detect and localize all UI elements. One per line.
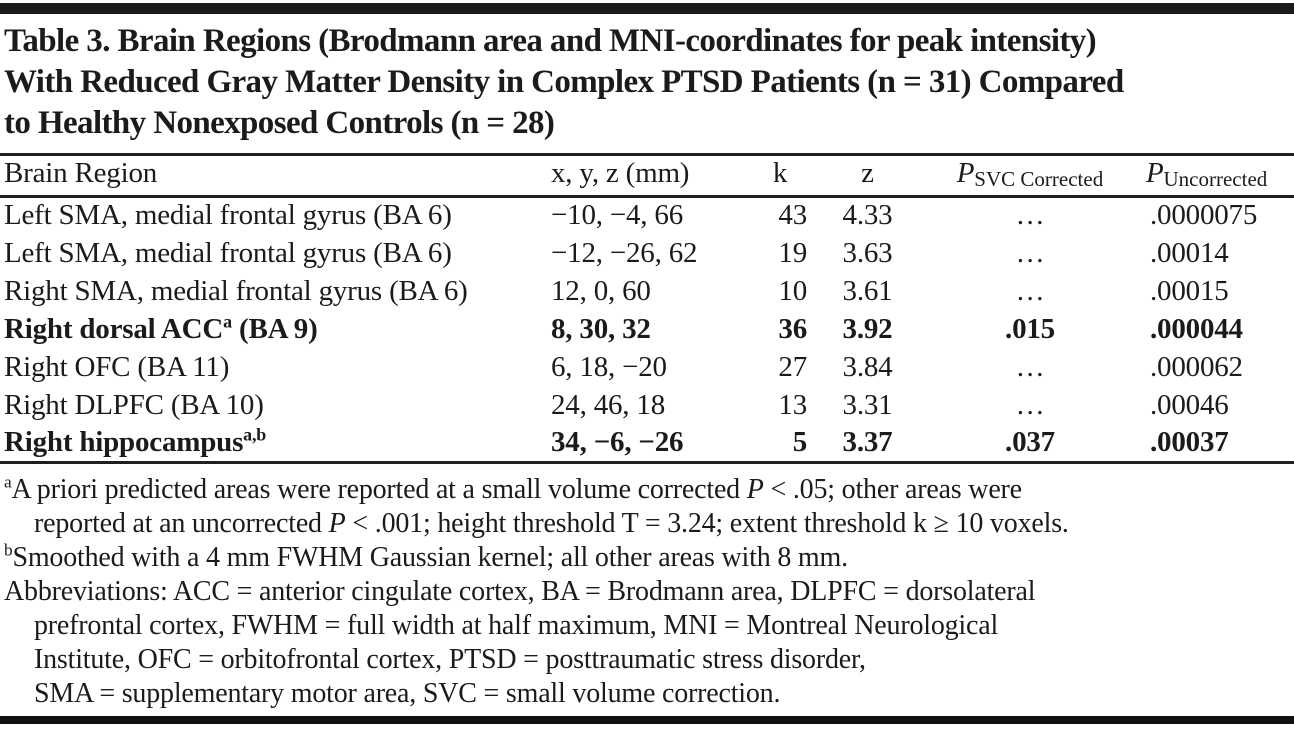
cell-z: 3.31 <box>842 388 893 421</box>
footnote-a-marker: a <box>4 472 12 492</box>
col-header-brain-region: Brain Region <box>0 156 541 198</box>
p-italic: P <box>746 473 764 505</box>
header-row: Brain Region x, y, z (mm) k z PSVC Corre… <box>0 156 1294 198</box>
cell-p-svc: … <box>1015 388 1045 421</box>
cell-p-uncorrected: .00037 <box>1140 424 1294 464</box>
cell-coordinates: −10, −4, 66 <box>551 199 684 232</box>
table-row: Right dorsal ACCa (BA 9) 8, 30, 32 36 3.… <box>0 310 1294 348</box>
cell-k: 27 <box>778 350 807 383</box>
footnote-b: bSmoothed with a 4 mm FWHM Gaussian kern… <box>4 541 1290 575</box>
cell-k: 19 <box>778 236 807 269</box>
cell-p-uncorrected: .00015 <box>1150 274 1229 307</box>
cell-k: 13 <box>778 388 807 421</box>
region-name: Left SMA, medial frontal gyrus (BA 6) <box>4 236 452 269</box>
cell-region: Left SMA, medial frontal gyrus (BA 6) <box>0 196 541 234</box>
cell-k: 10 <box>778 274 807 307</box>
cell-region: Right dorsal ACCa (BA 9) <box>0 310 541 348</box>
table-title-line-1: Table 3. Brain Regions (Brodmann area an… <box>4 23 1097 59</box>
cell-region: Right SMA, medial frontal gyrus (BA 6) <box>0 272 541 310</box>
region-name: Left SMA, medial frontal gyrus (BA 6) <box>4 199 452 232</box>
footnote-a-text: reported at an uncorrected <box>34 507 329 539</box>
cell-coordinates: 8, 30, 32 <box>551 312 651 345</box>
abbreviations-line-4: SMA = supplementary motor area, SVC = sm… <box>34 677 781 709</box>
cell-z: 4.33 <box>842 199 893 232</box>
footnote-marker: a,b <box>243 424 267 445</box>
bottom-rule <box>0 716 1294 724</box>
table-row: Right SMA, medial frontal gyrus (BA 6) 1… <box>0 272 1294 310</box>
abbreviations-line-1: Abbreviations: ACC = anterior cingulate … <box>4 575 1036 607</box>
table-row: Right OFC (BA 11) 6, 18, −20 27 3.84 … .… <box>0 348 1294 386</box>
table-row: Left SMA, medial frontal gyrus (BA 6) −1… <box>0 196 1294 234</box>
footnote-b-text: Smoothed with a 4 mm FWHM Gaussian kerne… <box>12 541 848 573</box>
cell-p-svc: … <box>1015 236 1045 269</box>
cell-p-svc: .015 <box>1005 312 1055 345</box>
cell-z: 3.84 <box>842 350 893 383</box>
cell-region: Left SMA, medial frontal gyrus (BA 6) <box>0 234 541 272</box>
col-header-k: k <box>745 156 815 198</box>
cell-p-svc: .037 <box>920 424 1140 464</box>
cell-z: 3.61 <box>842 274 893 307</box>
cell-coordinates: −12, −26, 62 <box>551 236 698 269</box>
col-header-p-svc-corrected: PSVC Corrected <box>920 156 1140 198</box>
col-header-p-uncorrected: PUncorrected <box>1140 156 1294 198</box>
cell-p-uncorrected: .000062 <box>1150 350 1243 383</box>
region-suffix: (BA 9) <box>231 312 318 345</box>
abbreviations-line-2: prefrontal cortex, FWHM = full width at … <box>34 609 999 641</box>
table-row: Left SMA, medial frontal gyrus (BA 6) −1… <box>0 234 1294 272</box>
p-symbol: P <box>956 156 975 189</box>
p-italic: P <box>328 507 346 539</box>
footnote-a-text: A priori predicted areas were reported a… <box>11 473 747 505</box>
footnote-marker: a <box>223 310 232 331</box>
table-title-line-2: With Reduced Gray Matter Density in Comp… <box>4 64 1124 100</box>
cell-p-svc: … <box>1015 274 1045 307</box>
col-header-z: z <box>815 156 920 198</box>
cell-coordinates: 12, 0, 60 <box>551 274 651 307</box>
cell-z: 3.92 <box>842 312 893 345</box>
region-name: Right DLPFC (BA 10) <box>4 388 264 421</box>
cell-region: Right OFC (BA 11) <box>0 348 541 386</box>
results-table: Brain Region x, y, z (mm) k z PSVC Corre… <box>0 156 1294 464</box>
top-rule <box>0 3 1294 14</box>
region-name: Right SMA, medial frontal gyrus (BA 6) <box>4 274 468 307</box>
table-title-line-3: to Healthy Nonexposed Controls (n = 28) <box>4 105 555 141</box>
cell-k: 36 <box>778 312 807 345</box>
footnote-b-marker: b <box>4 540 13 560</box>
cell-region: Right hippocampusa,b <box>0 424 541 464</box>
cell-p-uncorrected: .00046 <box>1150 388 1229 421</box>
abbreviations-line-3: Institute, OFC = orbitofrontal cortex, P… <box>34 643 866 675</box>
table-row: Right hippocampusa,b 34, −6, −26 5 3.37 … <box>0 424 1294 464</box>
region-name: Right OFC (BA 11) <box>4 350 230 383</box>
cell-p-svc: … <box>1015 199 1045 232</box>
region-name: Right dorsal ACC <box>4 312 224 345</box>
journal-table-figure: Table 3. Brain Regions (Brodmann area an… <box>0 3 1294 733</box>
footnote-a-line-2: reported at an uncorrected P < .001; hei… <box>4 507 1290 541</box>
cell-k: 5 <box>745 424 815 464</box>
table-row: Right DLPFC (BA 10) 24, 46, 18 13 3.31 …… <box>0 386 1294 424</box>
cell-coordinates: 6, 18, −20 <box>551 350 667 383</box>
footnote-a-line-1: aA priori predicted areas were reported … <box>4 473 1290 507</box>
cell-p-uncorrected: .0000075 <box>1150 199 1258 232</box>
cell-z: 3.37 <box>815 424 920 464</box>
cell-k: 43 <box>778 199 807 232</box>
footnotes: aA priori predicted areas were reported … <box>0 464 1294 711</box>
cell-z: 3.63 <box>842 236 893 269</box>
footnote-a-text: < .001; height threshold T = 3.24; exten… <box>345 507 1069 539</box>
region-name: Right hippocampus <box>4 425 244 458</box>
p-subscript: Uncorrected <box>1163 166 1268 191</box>
cell-p-svc: … <box>1015 350 1045 383</box>
cell-coordinates: 24, 46, 18 <box>551 388 666 421</box>
cell-coordinates: 34, −6, −26 <box>541 424 745 464</box>
col-header-coordinates: x, y, z (mm) <box>541 156 745 198</box>
cell-region: Right DLPFC (BA 10) <box>0 386 541 424</box>
p-subscript: SVC Corrected <box>974 166 1104 191</box>
p-symbol: P <box>1146 156 1164 189</box>
cell-p-uncorrected: .000044 <box>1150 312 1243 345</box>
footnote-a-text: < .05; other areas were <box>763 473 1022 505</box>
table-title: Table 3. Brain Regions (Brodmann area an… <box>0 14 1294 156</box>
cell-p-uncorrected: .00014 <box>1150 236 1229 269</box>
